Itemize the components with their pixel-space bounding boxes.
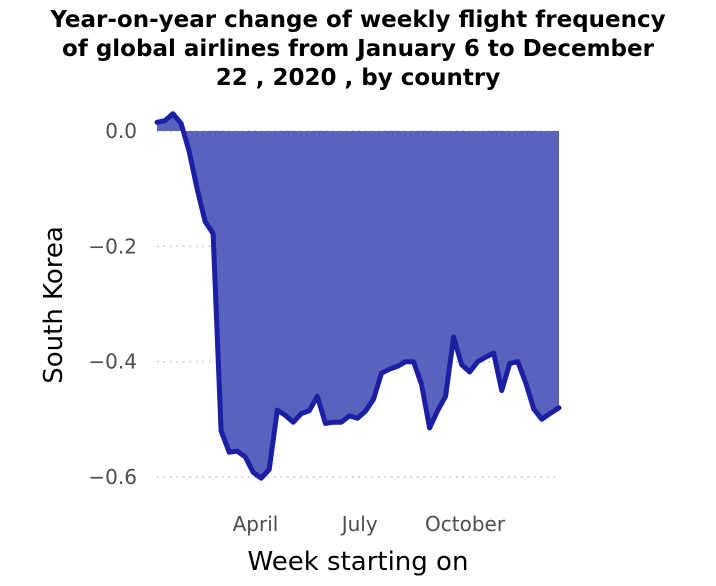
area-layer: [157, 113, 559, 479]
y-tick-label: −0.4: [88, 350, 137, 374]
x-tick-label: October: [425, 512, 506, 536]
x-axis-title: Week starting on: [248, 547, 469, 577]
series-area: [157, 113, 559, 479]
x-tick-label: July: [340, 512, 378, 536]
chart-title-line-2: of global airlines from January 6 to Dec…: [62, 36, 654, 62]
y-tick-label: −0.6: [88, 465, 137, 489]
chart-title: Year-on-year change of weekly flight fre…: [0, 6, 716, 93]
y-tick-label: −0.2: [88, 234, 137, 258]
series-line: [154, 111, 562, 481]
chart-title-line-3: 22 , 2020 , by country: [215, 65, 501, 91]
x-tick-label: April: [233, 512, 279, 536]
x-axis-ticks: April July October: [233, 512, 506, 536]
chart-title-line-1: Year-on-year change of weekly flight fre…: [50, 7, 666, 33]
y-tick-label: 0.0: [105, 119, 137, 143]
y-axis-title: South Korea: [39, 226, 69, 384]
y-axis-ticks: 0.0 −0.2 −0.4 −0.6: [88, 119, 137, 489]
line-layer: [154, 111, 562, 481]
